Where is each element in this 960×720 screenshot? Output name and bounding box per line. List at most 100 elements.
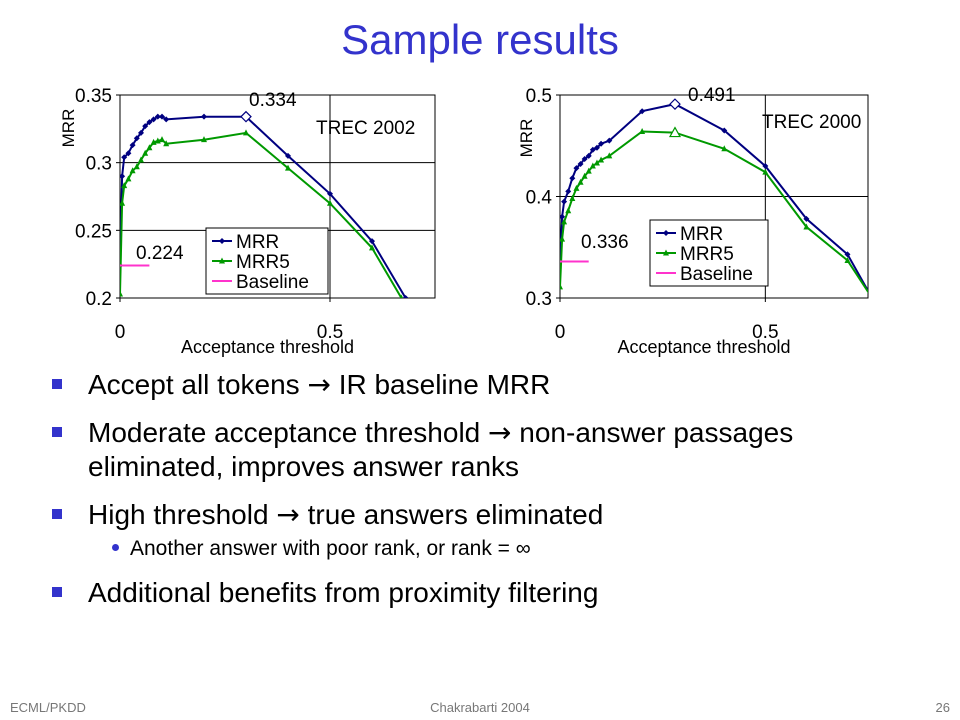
bullet-item: High threshold → true answers eliminated	[52, 498, 932, 532]
y-tick-label: 0.3	[526, 289, 552, 310]
data-point-mrr	[869, 295, 875, 301]
legend-label: MRR	[680, 224, 723, 245]
bullet-text: non-answer passages eliminated, improves…	[88, 417, 794, 482]
data-point-mrr	[154, 113, 161, 120]
footer-left: ECML/PKDD	[10, 700, 86, 715]
baseline-value-label: 0.336	[581, 232, 629, 253]
data-point-mrr5	[399, 294, 404, 298]
data-point-mrr5	[133, 163, 140, 170]
x-tick-label: 0	[115, 322, 126, 343]
data-point-mrr5	[593, 159, 600, 166]
data-point-mrr5	[560, 283, 563, 290]
chart-title: TREC 2000	[762, 112, 861, 133]
data-point-mrr5	[869, 295, 875, 301]
data-point-mrr5	[201, 136, 207, 143]
data-point-mrr5	[125, 175, 132, 182]
arrow-icon: →	[276, 498, 300, 531]
data-point-mrr	[146, 119, 153, 126]
slide-title: Sample results	[341, 16, 619, 63]
data-point-mrr5	[120, 199, 126, 206]
data-point-mrr	[159, 113, 165, 120]
data-point-mrr5	[243, 129, 249, 136]
data-point-mrr	[844, 251, 851, 258]
data-point-mrr	[585, 152, 592, 159]
bullet-item: Additional benefits from proximity filte…	[52, 576, 932, 610]
series-group	[560, 98, 875, 301]
peak-marker	[240, 110, 252, 123]
data-point-mrr5	[327, 199, 333, 206]
data-point-mrr	[581, 155, 588, 162]
data-point-mrr	[120, 173, 126, 180]
square-bullet-icon	[52, 379, 62, 389]
data-point-mrr5	[561, 218, 568, 225]
y-tick-label: 0.3	[86, 154, 112, 175]
peak-value-label: 0.334	[249, 90, 297, 111]
chart-title: TREC 2002	[316, 118, 415, 139]
data-point-mrr5	[120, 290, 123, 297]
arrow-icon: →	[307, 368, 331, 401]
data-point-mrr	[593, 144, 600, 151]
data-point-mrr5	[129, 167, 136, 174]
bullet-item: Moderate acceptance threshold → non-answ…	[52, 416, 932, 484]
data-point-mrr	[201, 113, 207, 120]
data-point-mrr	[142, 123, 149, 130]
data-point-mrr5	[163, 140, 170, 147]
data-point-mrr5	[369, 244, 375, 251]
data-point-mrr	[561, 198, 568, 205]
bullet-text: High threshold	[88, 499, 277, 530]
data-point-mrr	[577, 161, 584, 168]
legend-marker	[219, 257, 225, 264]
bullet-text: IR baseline MRR	[330, 369, 551, 400]
data-point-mrr5	[762, 168, 769, 175]
square-bullet-icon	[52, 509, 62, 519]
data-point-mrr5	[585, 167, 592, 174]
y-tick-label: 0.25	[75, 221, 112, 242]
square-bullet-icon	[52, 427, 62, 437]
sub-bullet-text: Another answer with poor rank, or rank =…	[130, 537, 531, 560]
x-tick-label: 0.5	[317, 322, 343, 343]
data-point-mrr	[762, 163, 769, 170]
data-point-mrr5	[285, 164, 291, 171]
data-point-mrr	[138, 129, 144, 136]
bullet-text: Accept all tokens	[88, 369, 308, 400]
data-point-mrr5	[560, 235, 566, 242]
data-point-mrr	[327, 190, 333, 197]
y-tick-label: 0.35	[75, 86, 112, 107]
data-point-mrr5	[598, 156, 605, 163]
baseline-value-label: 0.224	[136, 243, 184, 264]
legend-label: MRR	[236, 232, 279, 253]
bullet-text: Moderate acceptance threshold	[88, 417, 489, 448]
legend-label: MRR5	[680, 244, 734, 265]
legend-marker	[663, 249, 669, 256]
data-point-mrr5	[606, 152, 613, 159]
data-point-mrr	[125, 150, 132, 157]
data-point-mrr	[133, 135, 140, 142]
peak-marker	[669, 98, 681, 110]
series-group	[120, 110, 409, 298]
sub-bullet-item: Another answer with poor rank, or rank =…	[52, 536, 932, 562]
y-tick-label: 0.5	[526, 86, 552, 107]
legend-label: Baseline	[680, 264, 753, 285]
peak-marker-mrr5	[668, 126, 682, 138]
bullet-list: Accept all tokens → IR baseline MRR Mode…	[52, 368, 932, 610]
data-point-mrr5	[159, 136, 165, 143]
data-point-mrr	[163, 116, 170, 123]
legend-label: MRR5	[236, 252, 290, 273]
data-point-mrr	[598, 140, 605, 147]
data-point-mrr	[285, 152, 291, 159]
data-point-mrr	[402, 295, 409, 298]
legend-marker	[663, 230, 669, 236]
data-point-mrr	[803, 215, 810, 222]
dot-bullet-icon	[112, 544, 119, 551]
data-point-mrr	[150, 116, 157, 123]
y-tick-label: 0.2	[86, 289, 112, 310]
data-point-mrr	[129, 142, 136, 149]
data-point-mrr5	[844, 256, 851, 263]
peak-value-label: 0.491	[688, 85, 736, 106]
legend-marker	[219, 238, 225, 244]
data-point-mrr5	[121, 182, 128, 189]
data-point-mrr5	[803, 223, 810, 230]
data-point-mrr5	[569, 195, 576, 202]
